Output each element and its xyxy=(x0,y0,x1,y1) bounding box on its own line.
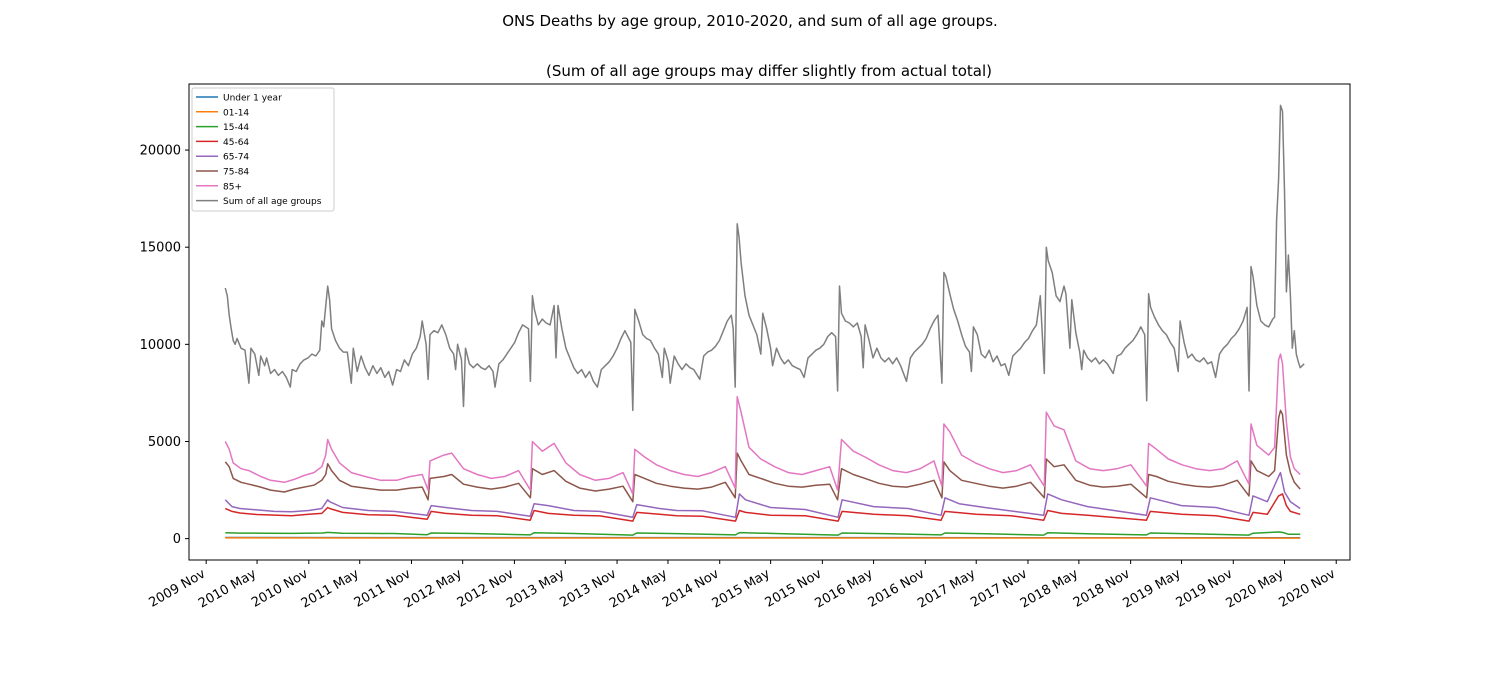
y-tick-label: 0 xyxy=(173,532,181,547)
legend-label-75-84: 75-84 xyxy=(223,168,249,178)
series-line-85 xyxy=(224,353,1301,495)
y-tick-label: 10000 xyxy=(140,338,181,353)
y-tick-label: 20000 xyxy=(140,144,181,159)
y-axis: 0 5000 10000 15000 20000 xyxy=(140,144,189,547)
x-tick-label: 2013 May xyxy=(504,566,567,611)
x-tick-label: 2020 Nov xyxy=(1277,566,1339,610)
legend: Under 1 year 01-14 15-44 45-64 65-74 75-84 85+… xyxy=(191,87,335,212)
x-tick-label: 2018 May xyxy=(1018,566,1081,611)
legend-label-01-14: 01-14 xyxy=(223,108,249,118)
x-tick-label: 2015 May xyxy=(710,566,773,611)
x-tick-label: 2020 May xyxy=(1223,566,1286,611)
chart-title: (Sum of all age groups may differ slight… xyxy=(546,62,992,80)
x-tick-label: 2016 May xyxy=(813,566,876,611)
series-line-65-74 xyxy=(224,471,1301,519)
series-line-15-44 xyxy=(225,531,1301,536)
legend-label-85: 85+ xyxy=(223,182,242,192)
legend-label-sum-of-all-age-groups: Sum of all age groups xyxy=(223,197,322,207)
legend-label-under-1-year: Under 1 year xyxy=(223,94,282,104)
legend-label-15-44: 15-44 xyxy=(223,123,249,133)
x-tick-label: 2011 May xyxy=(299,566,362,611)
series-line-sum-of-all-age-groups xyxy=(224,104,1305,412)
plot-area-frame xyxy=(188,83,1351,561)
legend-label-65-74: 65-74 xyxy=(223,153,249,163)
chart-suptitle: ONS Deaths by age group, 2010-2020, and … xyxy=(502,12,998,30)
series-line-45-64 xyxy=(225,493,1301,522)
legend-label-45-64: 45-64 xyxy=(223,138,249,148)
legend-box xyxy=(191,87,335,212)
x-tick-label: 2019 May xyxy=(1121,566,1184,611)
x-tick-label: 2010 May xyxy=(196,566,259,611)
series-line-75-84 xyxy=(224,409,1301,503)
y-tick-label: 5000 xyxy=(148,435,181,450)
x-tick-label: 2014 May xyxy=(607,566,670,611)
y-tick-label: 15000 xyxy=(140,241,181,256)
x-tick-label: 2012 May xyxy=(402,566,465,611)
x-tick-label: 2017 May xyxy=(915,566,978,611)
series-layer xyxy=(224,104,1305,539)
